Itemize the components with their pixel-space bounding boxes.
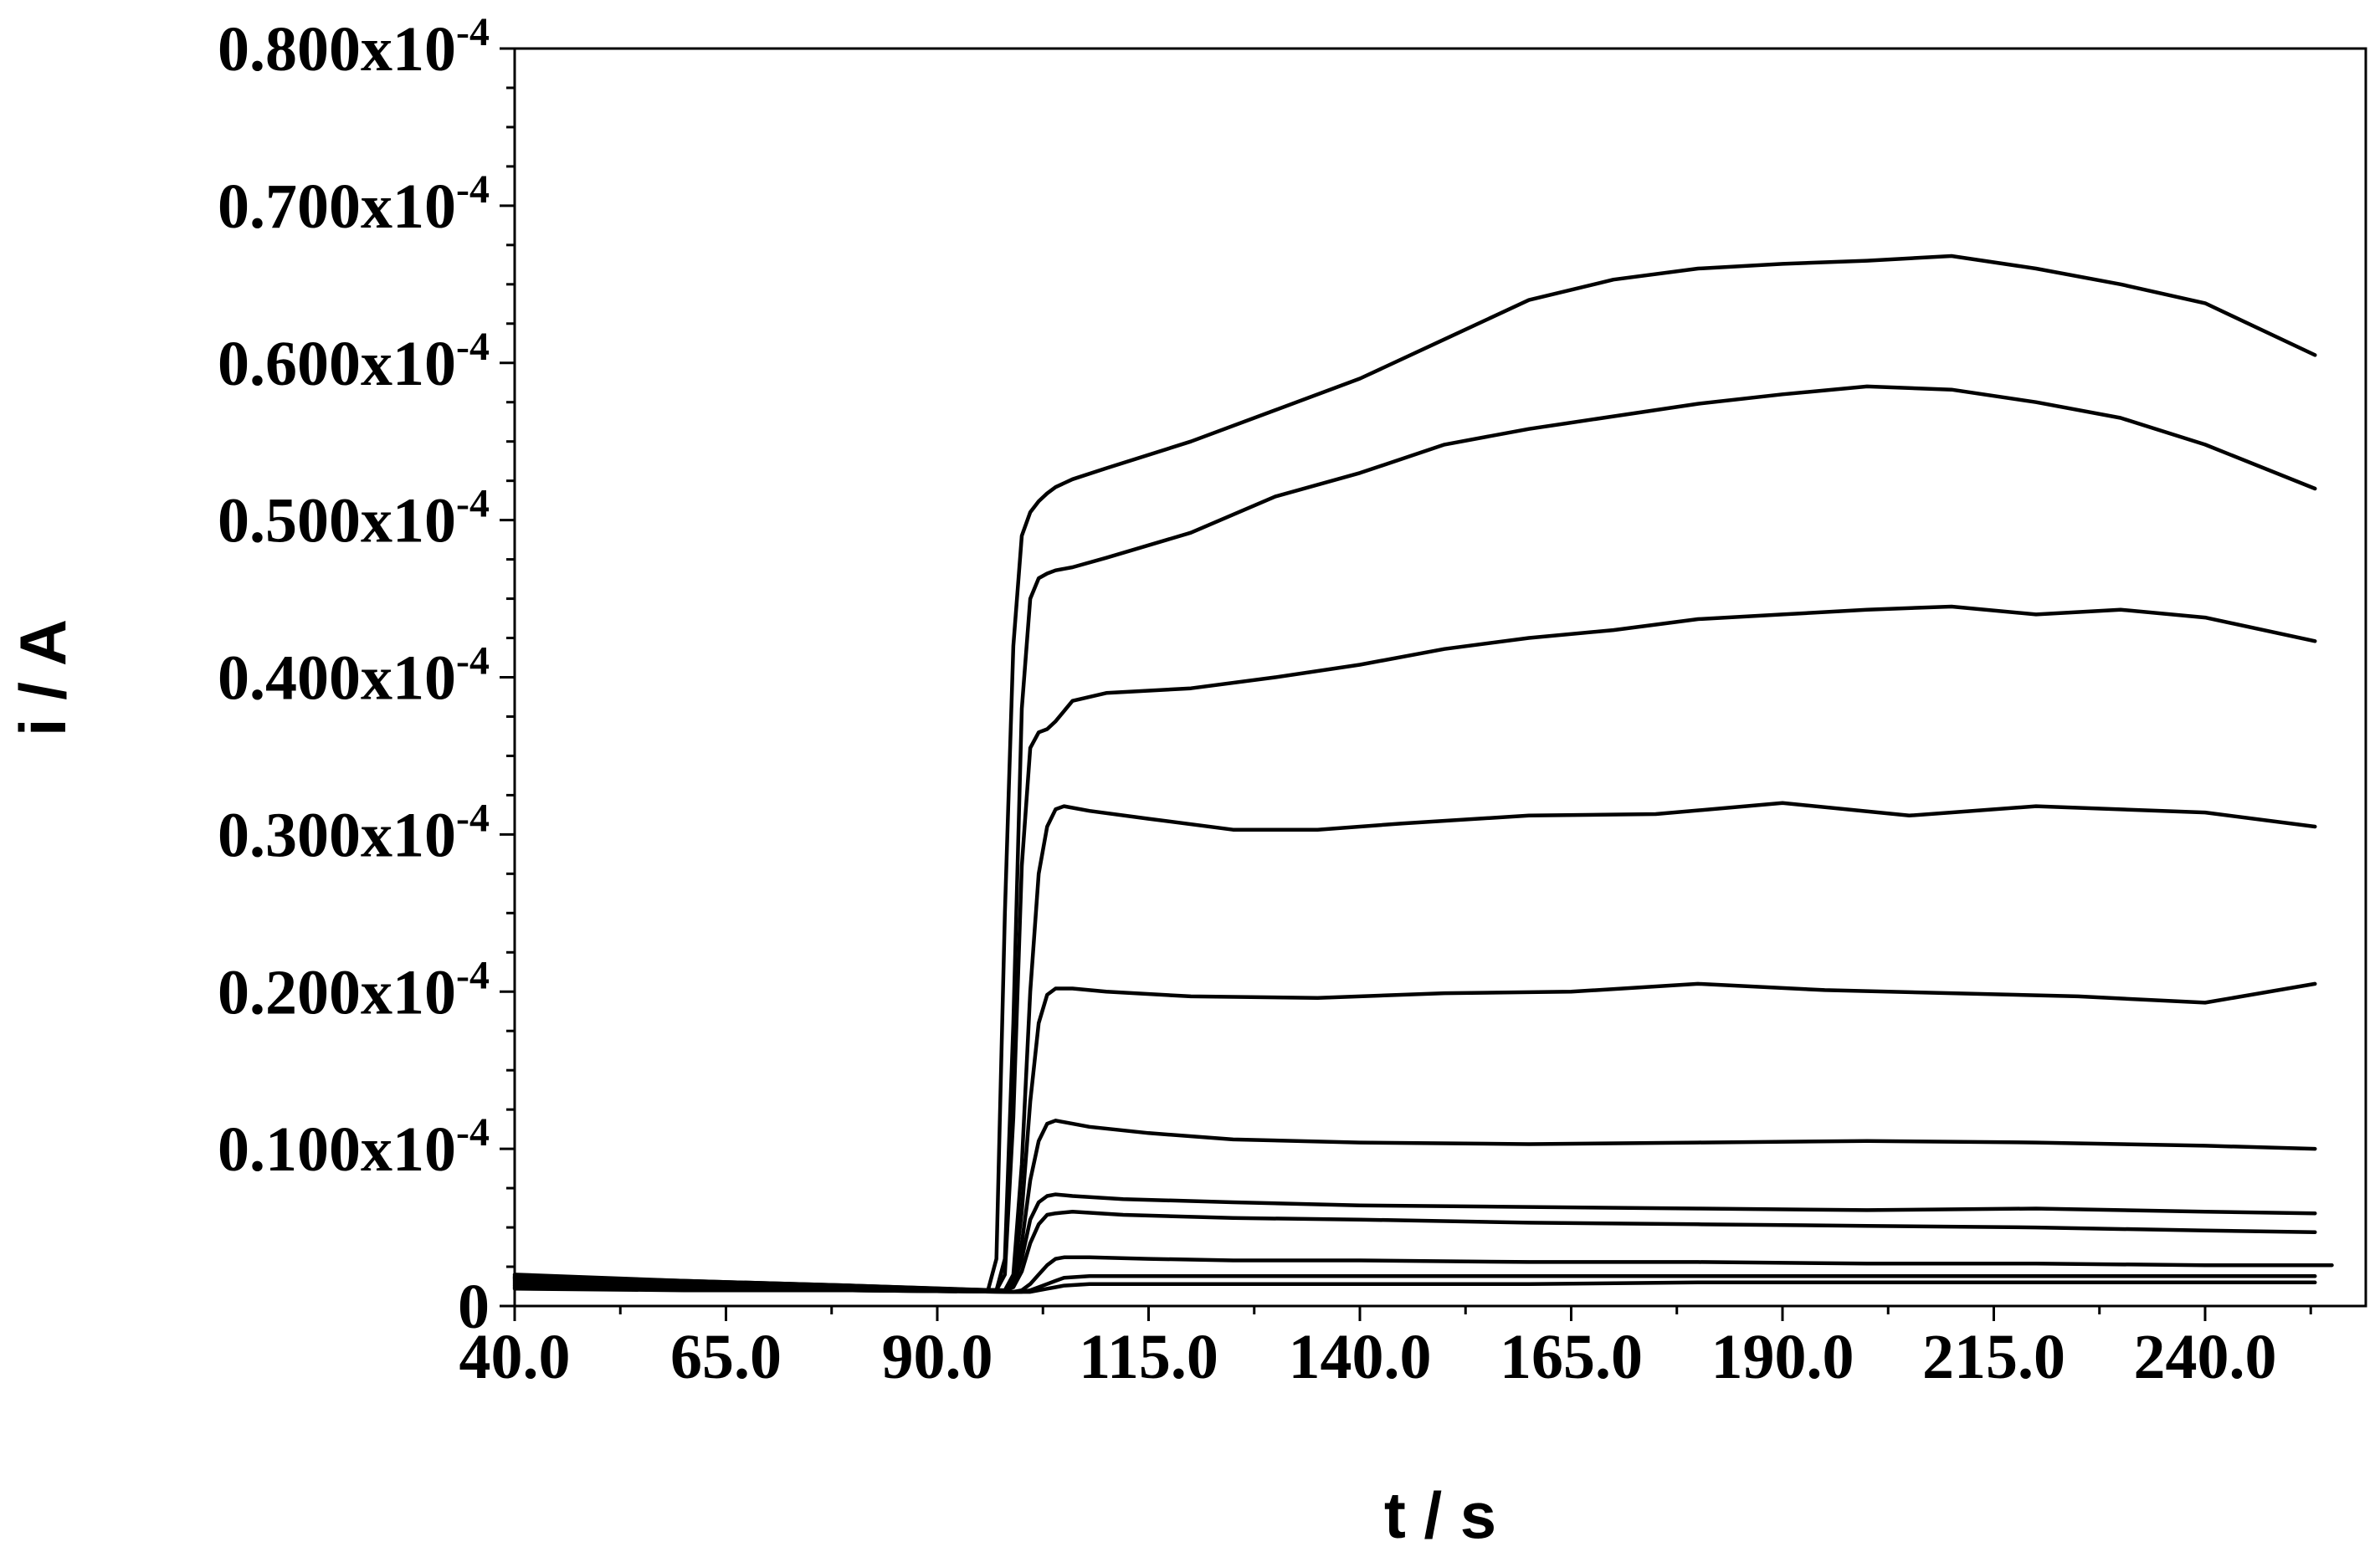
- x-axis-ticks: [513, 1306, 2312, 1321]
- y-tick-label: 0.700x10-4: [218, 167, 490, 242]
- y-tick-label: 0.800x10-4: [218, 10, 490, 85]
- x-axis-tick-labels: 40.0 65.0 90.0 115.0 140.0 165.0 190.0 215.0 240…: [459, 1322, 2277, 1392]
- x-tick-label: 90.0: [882, 1322, 993, 1392]
- y-tick-label: 0.500x10-4: [218, 482, 490, 556]
- y-tick-label: 0.300x10-4: [218, 796, 490, 870]
- y-tick-label: 0.400x10-4: [218, 639, 490, 714]
- x-tick-label: 115.0: [1079, 1322, 1218, 1392]
- x-tick-label: 215.0: [1922, 1322, 2065, 1392]
- y-axis-title: i / A: [6, 619, 80, 736]
- x-axis-title: t / s: [1384, 1478, 1496, 1552]
- series-line-7: [512, 981, 2317, 1293]
- series-line-9: [512, 604, 2317, 1293]
- series-line-4: [512, 1210, 2317, 1293]
- x-tick-label: 65.0: [670, 1322, 782, 1392]
- x-tick-label: 190.0: [1711, 1322, 1854, 1392]
- plot-frame: [513, 47, 2367, 1308]
- series-line-8: [512, 801, 2317, 1293]
- series-group: [512, 254, 2334, 1294]
- y-axis-ticks: [500, 47, 515, 1308]
- x-tick-label: 140.0: [1289, 1322, 1432, 1392]
- y-axis-tick-labels: 0 0.100x10-4 0.200x10-4 0.300x10-4 0.400x10-…: [218, 10, 490, 1342]
- y-tick-label: 0.100x10-4: [218, 1110, 490, 1185]
- y-tick-label: 0: [458, 1272, 490, 1342]
- x-tick-label: 165.0: [1500, 1322, 1643, 1392]
- y-tick-label: 0.600x10-4: [218, 325, 490, 399]
- series-line-3: [512, 1255, 2334, 1294]
- x-tick-label: 40.0: [459, 1322, 571, 1392]
- x-tick-label: 240.0: [2134, 1322, 2277, 1392]
- series-line-11: [512, 254, 2317, 1293]
- y-tick-label: 0.200x10-4: [218, 953, 490, 1027]
- series-line-10: [512, 384, 2317, 1293]
